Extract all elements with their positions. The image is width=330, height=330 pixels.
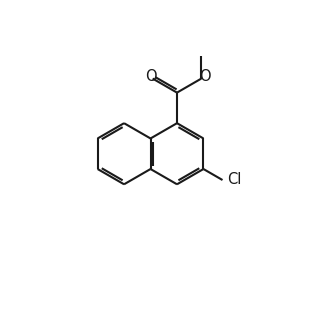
Text: O: O xyxy=(199,69,210,84)
Text: Cl: Cl xyxy=(227,172,241,187)
Text: O: O xyxy=(145,69,156,84)
